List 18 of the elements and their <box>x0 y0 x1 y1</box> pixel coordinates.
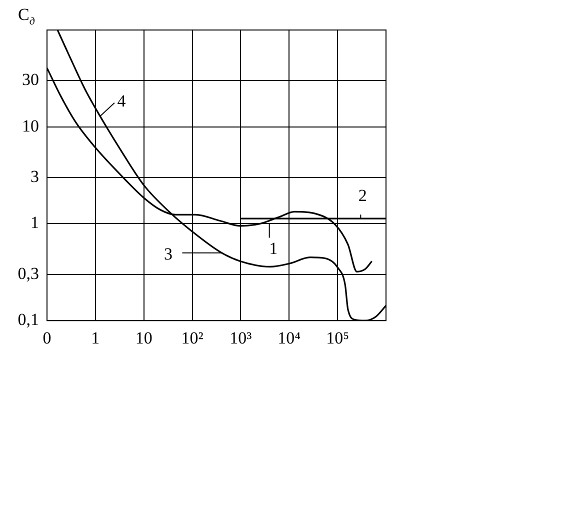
y-axis-title: C$_{д}$ <box>18 5 35 28</box>
x-tick-label: 10³ <box>230 328 252 348</box>
annotation: 1 <box>269 239 278 258</box>
x-tick-label: 10⁴ <box>278 328 301 348</box>
y-tick-label: 0,1 <box>18 310 39 330</box>
x-tick-label: 10 <box>135 328 152 348</box>
y-tick-label: 10 <box>22 116 39 136</box>
y-tick-label: 30 <box>22 70 39 90</box>
x-tick-label: 10² <box>181 328 204 348</box>
annotation: 4 <box>117 91 126 110</box>
y-tick-label: 1 <box>30 213 39 232</box>
y-tick-label: 3 <box>30 166 39 186</box>
x-tick-label: 1 <box>91 328 100 348</box>
x-tick-label: 10⁵ <box>326 328 350 348</box>
annotation: 3 <box>164 244 172 264</box>
x-tick-label: 0 <box>42 328 52 348</box>
annotation: 2 <box>358 186 367 206</box>
y-tick-label: 0,3 <box>18 264 39 283</box>
